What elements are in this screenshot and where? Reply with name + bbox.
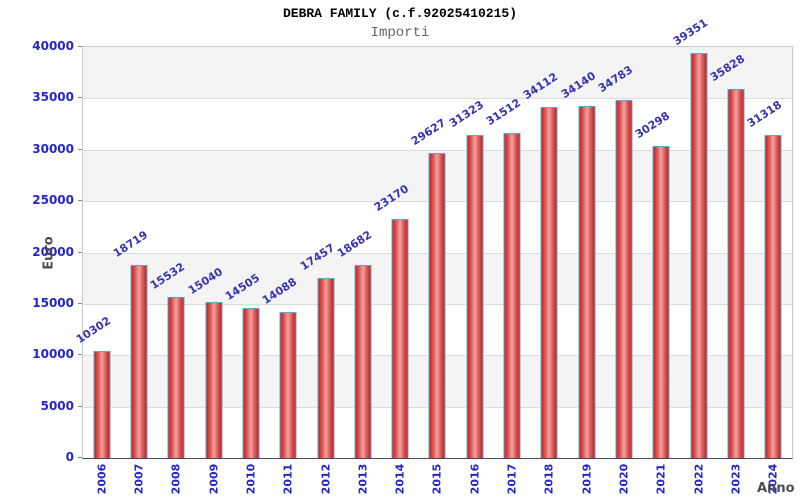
- bar-slot: 18719 2007: [111, 47, 157, 494]
- bar-slot: 31318 2024: [745, 47, 792, 494]
- bar-slot: 31323 2016: [447, 47, 493, 494]
- x-tick-label: 2017: [505, 463, 519, 495]
- x-tick-label: 2021: [654, 463, 668, 495]
- y-tick-label: 40000: [32, 39, 74, 53]
- bar-slot: 23170 2014: [372, 47, 419, 494]
- y-tick-label: 15000: [32, 295, 74, 310]
- bar-slot: 14505 2010: [223, 47, 269, 494]
- y-tick-mark: [78, 302, 82, 304]
- bar-2017[interactable]: [503, 133, 521, 458]
- y-tick-mark: [78, 251, 82, 253]
- y-axis-title: Euro: [41, 236, 57, 270]
- bar-slot: 17457 2012: [297, 47, 344, 494]
- x-tick-label: 2014: [393, 463, 407, 495]
- y-tick-mark: [78, 457, 82, 458]
- y-tick-mark: [78, 405, 82, 407]
- x-tick-label: 2018: [542, 463, 556, 495]
- y-tick-mark: [78, 46, 82, 47]
- bar-2013[interactable]: [354, 265, 372, 458]
- y-tick-label: 30000: [32, 141, 74, 156]
- gridline: [83, 98, 792, 100]
- bar-2007[interactable]: [130, 264, 148, 458]
- y-tick-label: 0: [65, 450, 74, 464]
- bar-slot: 34140 2019: [559, 47, 605, 494]
- bar-2020[interactable]: [615, 99, 633, 458]
- bar-slot: 15040 2009: [186, 47, 232, 495]
- chart-title: DEBRA FAMILY (c.f.92025410215): [282, 6, 518, 21]
- x-tick-label: 2023: [729, 463, 743, 495]
- y-tick-label: 20000: [32, 244, 74, 259]
- x-tick-label: 2016: [468, 463, 482, 495]
- x-tick-label: 2009: [207, 463, 221, 495]
- bar-slot: 35828 2023: [708, 47, 754, 494]
- plot-band: [83, 47, 792, 99]
- y-tick-label: 5000: [40, 398, 74, 413]
- x-tick-label: 2012: [319, 463, 333, 495]
- bar-2024[interactable]: [764, 135, 782, 458]
- x-tick-label: 2008: [169, 463, 183, 495]
- y-tick-mark: [78, 354, 82, 356]
- y-tick-label: 10000: [32, 347, 74, 362]
- y-tick-label: 25000: [32, 193, 74, 208]
- x-tick-label: 2013: [356, 463, 370, 495]
- bar-2018[interactable]: [540, 106, 558, 458]
- x-tick-label: 2019: [580, 463, 594, 495]
- bar-slot: 34783 2020: [596, 47, 642, 494]
- y-tick-label: 35000: [32, 90, 74, 105]
- bar-2021[interactable]: [652, 145, 670, 458]
- bar-slot: 34112 2018: [521, 47, 568, 495]
- bar-slot: 30298 2021: [633, 47, 680, 494]
- bar-2011[interactable]: [279, 312, 297, 458]
- x-tick-label: 2022: [692, 463, 706, 495]
- x-tick-label: 2010: [244, 463, 258, 495]
- bar-2006[interactable]: [93, 351, 111, 458]
- x-tick-label: 2006: [95, 463, 109, 495]
- bar-2008[interactable]: [167, 297, 185, 458]
- x-tick-label: 2007: [132, 463, 146, 495]
- bar-2016[interactable]: [466, 135, 484, 458]
- y-axis-labels: 40000 35000 30000 25000 20000 15000 10000 5000 0: [0, 39, 74, 464]
- plot-area: 10302 2006 18719 2007 15532 2008 15040 2009 1450…: [74, 16, 793, 495]
- bar-slot: 15532 2008: [148, 47, 195, 495]
- x-tick-label: 2015: [430, 463, 444, 495]
- value-label: 10302: [73, 314, 113, 347]
- bar-2022[interactable]: [690, 52, 708, 458]
- y-tick-mark: [78, 97, 82, 99]
- plot-band: [83, 98, 792, 150]
- chart-subtitle: Importi: [370, 25, 430, 41]
- bar-2012[interactable]: [317, 277, 335, 458]
- gridline: [83, 149, 792, 151]
- bar-2010[interactable]: [242, 307, 260, 458]
- bar-slot: 10302 2006: [74, 47, 120, 494]
- bar-2009[interactable]: [205, 302, 223, 458]
- bar-slot: 31512 2017: [484, 47, 530, 494]
- y-tick-mark: [78, 148, 82, 150]
- bar-2014[interactable]: [391, 218, 409, 458]
- bar-slot: 29627 2015: [409, 47, 456, 494]
- bar-slot: 39351 2022: [671, 16, 717, 494]
- x-tick-label: 2011: [281, 463, 295, 495]
- bar-2019[interactable]: [578, 106, 596, 458]
- bar-slot: 14088 2011: [260, 47, 307, 494]
- x-axis-title: Anno: [757, 481, 795, 496]
- bar-2023[interactable]: [727, 88, 745, 458]
- x-tick-label: 2020: [617, 463, 631, 495]
- bar-slot: 18682 2013: [335, 47, 381, 494]
- bar-2015[interactable]: [428, 152, 446, 458]
- y-tick-mark: [78, 200, 82, 202]
